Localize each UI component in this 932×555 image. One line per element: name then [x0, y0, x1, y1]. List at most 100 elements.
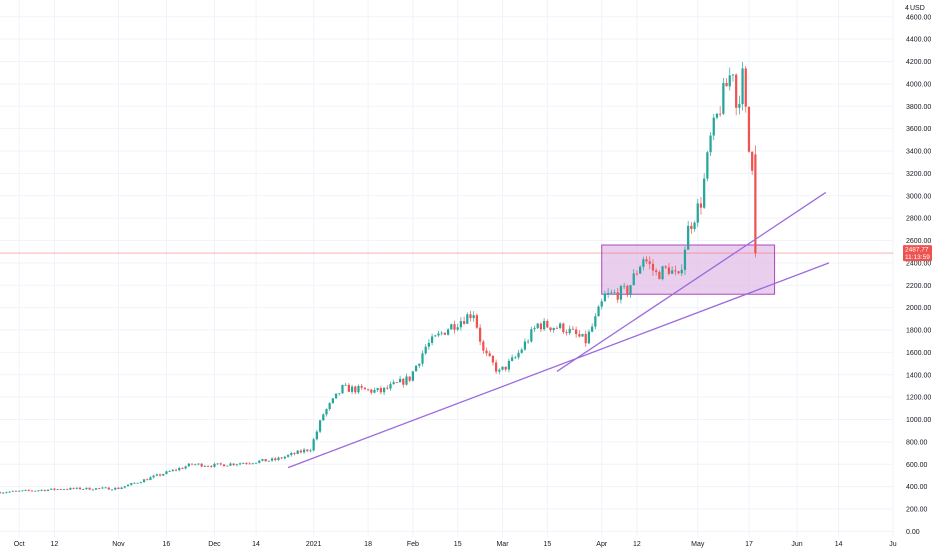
candle-bullish[interactable] [120, 487, 123, 489]
candle-bullish[interactable] [18, 490, 21, 492]
candle-bullish[interactable] [552, 327, 555, 331]
candle-bullish[interactable] [594, 316, 597, 327]
candle-bullish[interactable] [114, 487, 117, 490]
candle-bullish[interactable] [302, 449, 306, 453]
candle-bearish[interactable] [293, 453, 296, 454]
candle-bearish[interactable] [306, 449, 309, 451]
candle-bullish[interactable] [341, 385, 344, 394]
candle-bearish[interactable] [354, 386, 357, 393]
candle-bearish[interactable] [386, 387, 389, 389]
candle-bearish[interactable] [747, 106, 751, 152]
candle-bearish[interactable] [402, 378, 405, 385]
candle-bearish[interactable] [626, 285, 629, 295]
candle-bearish[interactable] [664, 266, 667, 268]
candle-bullish[interactable] [510, 357, 514, 361]
candle-bearish[interactable] [232, 463, 235, 466]
candle-bearish[interactable] [578, 334, 581, 337]
candle-bearish[interactable] [494, 362, 498, 372]
candle-bullish[interactable] [741, 68, 744, 105]
candle-bearish[interactable] [72, 487, 75, 489]
candle-bearish[interactable] [562, 323, 565, 333]
candle-bullish[interactable] [661, 266, 664, 280]
candle-bearish[interactable] [699, 203, 703, 208]
candle-bullish[interactable] [693, 222, 696, 230]
candle-bearish[interactable] [491, 355, 495, 363]
candle-bullish[interactable] [722, 82, 725, 114]
candle-bullish[interactable] [75, 487, 78, 489]
candle-bullish[interactable] [94, 488, 98, 490]
candle-bullish[interactable] [197, 463, 200, 465]
candle-bearish[interactable] [462, 321, 466, 324]
candle-bullish[interactable] [50, 488, 53, 490]
candle-bullish[interactable] [226, 465, 229, 467]
candle-bullish[interactable] [421, 353, 424, 364]
candle-bullish[interactable] [267, 460, 270, 462]
candle-bearish[interactable] [645, 259, 648, 262]
candle-bullish[interactable] [568, 328, 571, 334]
candle-bullish[interactable] [254, 462, 258, 464]
candle-bullish[interactable] [418, 363, 421, 366]
candle-bearish[interactable] [107, 487, 110, 490]
candle-bearish[interactable] [98, 488, 101, 490]
candle-bearish[interactable] [754, 154, 757, 254]
candle-bullish[interactable] [216, 463, 219, 465]
candle-bearish[interactable] [667, 267, 671, 274]
candle-bearish[interactable] [735, 74, 738, 108]
candle-bearish[interactable] [469, 314, 472, 319]
candle-bullish[interactable] [671, 270, 674, 274]
candle-bullish[interactable] [56, 489, 59, 490]
candle-bearish[interactable] [206, 466, 210, 467]
candle-bullish[interactable] [8, 491, 11, 493]
candle-bearish[interactable] [363, 387, 367, 390]
candle-bullish[interactable] [530, 329, 533, 342]
candle-bullish[interactable] [46, 489, 50, 491]
candle-bullish[interactable] [613, 292, 616, 294]
candle-bearish[interactable] [443, 332, 447, 335]
candle-bearish[interactable] [546, 320, 549, 328]
candle-bearish[interactable] [478, 327, 482, 342]
candle-bearish[interactable] [59, 489, 62, 490]
candle-bullish[interactable] [591, 326, 594, 332]
candle-bullish[interactable] [194, 464, 197, 466]
candle-bullish[interactable] [315, 431, 318, 440]
candle-bullish[interactable] [235, 464, 238, 466]
candle-bearish[interactable] [14, 490, 18, 492]
candle-bullish[interactable] [597, 306, 600, 317]
candle-bullish[interactable] [261, 459, 264, 461]
candle-bullish[interactable] [178, 467, 181, 471]
candle-bullish[interactable] [600, 301, 603, 307]
candle-bearish[interactable] [658, 271, 661, 280]
candle-bullish[interactable] [184, 466, 187, 469]
candle-bullish[interactable] [149, 477, 152, 481]
candle-bullish[interactable] [427, 342, 431, 347]
candle-bullish[interactable] [411, 371, 415, 381]
candle-bullish[interactable] [123, 486, 126, 488]
candle-bullish[interactable] [152, 475, 155, 478]
candle-bullish[interactable] [322, 414, 325, 421]
candle-bullish[interactable] [603, 293, 607, 302]
candle-bullish[interactable] [325, 409, 328, 415]
candle-bullish[interactable] [642, 259, 645, 267]
candle-bullish[interactable] [318, 420, 322, 432]
candle-bullish[interactable] [392, 382, 395, 385]
candle-bearish[interactable] [475, 315, 479, 328]
candle-bullish[interactable] [139, 482, 142, 484]
candle-bearish[interactable] [575, 329, 578, 335]
candle-bearish[interactable] [347, 384, 350, 392]
candle-bullish[interactable] [450, 324, 453, 330]
candle-bullish[interactable] [258, 460, 261, 463]
candle-bearish[interactable] [744, 68, 747, 107]
candle-bullish[interactable] [155, 474, 158, 476]
candle-bullish[interactable] [2, 492, 5, 494]
candle-bullish[interactable] [507, 360, 511, 370]
candle-bullish[interactable] [523, 341, 527, 350]
candle-bullish[interactable] [171, 469, 174, 472]
candle-bullish[interactable] [623, 285, 626, 287]
candle-bearish[interactable] [379, 388, 383, 393]
candle-bullish[interactable] [607, 292, 610, 294]
candle-bullish[interactable] [238, 463, 242, 465]
candle-bullish[interactable] [680, 269, 683, 274]
candle-bearish[interactable] [655, 270, 658, 272]
candle-bearish[interactable] [504, 366, 507, 370]
